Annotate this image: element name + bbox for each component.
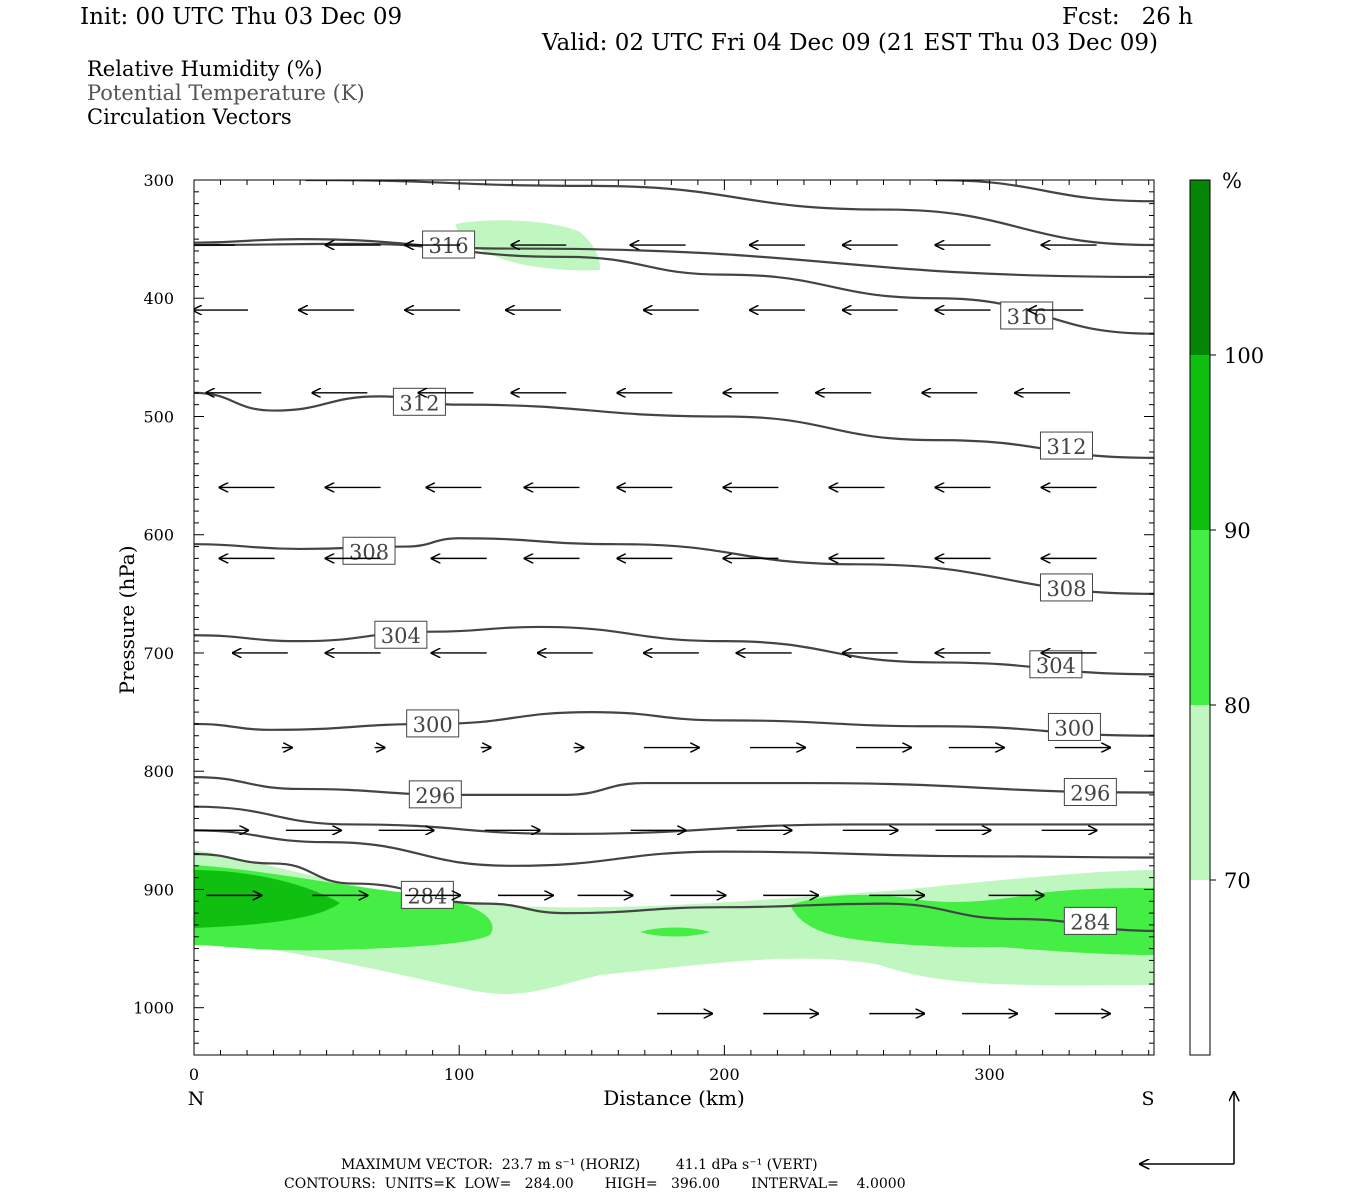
x-tick-label: 200: [709, 1065, 740, 1084]
y-tick-label: 800: [143, 762, 174, 781]
colorbar-segment: [1190, 530, 1210, 705]
contour-label-box: [342, 536, 396, 565]
theta-contour-316: [194, 242, 1154, 335]
y-axis-label: Pressure (hPa): [115, 546, 139, 695]
north-label: N: [188, 1088, 205, 1110]
init-time: Init: 00 UTC Thu 03 Dec 09: [80, 4, 403, 30]
reference-vector-icon: [1140, 1092, 1234, 1164]
theta-contour-312: [194, 391, 1154, 459]
theta-contour-296: [194, 776, 1154, 796]
x-axis-label: Distance (km): [603, 1086, 745, 1110]
rh-colorbar: 70 80 90 100%: [1189, 169, 1264, 1056]
theta-contour-328: [933, 180, 1154, 203]
contour-label-box: [1063, 778, 1117, 806]
colorbar-frame: [1189, 179, 1211, 1056]
theta-contours: [194, 180, 1154, 932]
contour-label-box: [1000, 301, 1054, 330]
contour-label-box: [1047, 712, 1101, 741]
contour-label: 308: [1046, 577, 1086, 601]
theta-contour-304: [194, 625, 1154, 676]
contour-label-box: [1029, 650, 1083, 679]
circulation-vectors: [194, 245, 1110, 1014]
legend-theta: Potential Temperature (K): [87, 81, 365, 105]
contour-label: 300: [413, 713, 453, 737]
max-vector-note: MAXIMUM VECTOR: 23.7 m s⁻¹ (HORIZ) 41.1 …: [341, 1157, 818, 1173]
contour-label: 284: [407, 884, 447, 908]
colorbar-unit: %: [1222, 169, 1242, 193]
rh-shading: [194, 220, 1154, 995]
colorbar-level: 80: [1224, 694, 1251, 718]
colorbar-segment: [1190, 705, 1210, 880]
contour-info: CONTOURS: UNITS=K LOW= 284.00 HIGH= 396.…: [284, 1176, 906, 1192]
y-tick-label: 1000: [133, 999, 174, 1018]
y-tick-label: 600: [143, 526, 174, 545]
contour-label: 296: [415, 784, 455, 808]
contour-label: 284: [1070, 910, 1110, 934]
colorbar-segment: [1190, 180, 1210, 355]
theta-contour-labels: 284 284 296 296 300 300 304 304 308 308 312 312 316 3…: [342, 230, 1117, 935]
y-tick-label: 400: [143, 289, 174, 308]
theta-contour-288: [194, 829, 1154, 867]
y-tick-label: 700: [143, 644, 174, 663]
contour-label-box: [1039, 573, 1093, 602]
x-axis: 0 100 200 300: [189, 180, 1150, 1084]
colorbar-level: 70: [1224, 869, 1251, 893]
y-tick-label: 900: [143, 880, 174, 899]
rh-90-area: [194, 870, 340, 928]
contour-label: 296: [1070, 782, 1110, 806]
south-label: S: [1141, 1088, 1154, 1110]
colorbar-level: 90: [1224, 519, 1251, 543]
contour-label: 312: [1046, 435, 1086, 459]
x-tick-label: 0: [189, 1065, 199, 1084]
y-axis: 300 400 500 600 700 800 900 1000: [133, 171, 1154, 1044]
y-tick-label: 500: [143, 407, 174, 426]
contour-label: 316: [429, 234, 469, 258]
theta-contour-292: [194, 805, 1154, 835]
x-tick-label: 300: [974, 1065, 1005, 1084]
contour-label: 304: [1036, 654, 1076, 678]
rh-80-area-mid: [640, 927, 710, 937]
contour-label: 308: [349, 540, 389, 564]
contour-label: 312: [399, 391, 439, 415]
rh-70-area: [194, 850, 1154, 995]
contour-label-box: [1063, 906, 1117, 935]
forecast-hour: Fcst: 26 h: [1062, 4, 1193, 30]
x-tick-label: 100: [444, 1065, 475, 1084]
contour-label-box: [374, 620, 428, 649]
theta-contour-324: [305, 180, 1154, 247]
y-tick-label: 300: [143, 171, 174, 190]
theta-contour-300: [194, 710, 1154, 737]
colorbar-segment: [1190, 880, 1210, 1055]
contour-label: 316: [1007, 305, 1047, 329]
theta-contour-284: [194, 852, 1154, 932]
colorbar-level: 100: [1224, 344, 1264, 368]
valid-time: Valid: 02 UTC Fri 04 Dec 09 (21 EST Thu …: [542, 30, 1159, 56]
contour-label-box: [406, 709, 460, 738]
theta-contour-308: [194, 537, 1154, 595]
legend-vectors: Circulation Vectors: [87, 105, 292, 129]
contour-label-box: [408, 780, 462, 809]
legend-rh: Relative Humidity (%): [87, 57, 323, 81]
contour-label-box: [1039, 431, 1093, 460]
colorbar-segment: [1190, 355, 1210, 530]
contour-label: 300: [1054, 716, 1094, 740]
contour-label: 304: [381, 624, 421, 648]
